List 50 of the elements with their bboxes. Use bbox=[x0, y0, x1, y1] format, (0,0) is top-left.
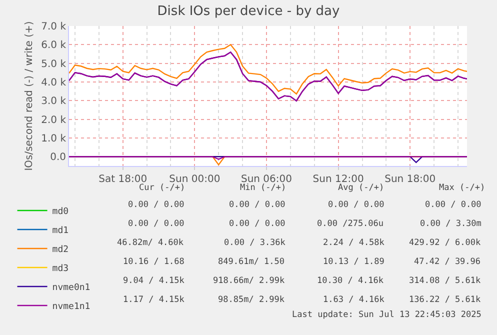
text: 98.85m/ 2.99k bbox=[218, 295, 285, 305]
legend-label: nvme1n1 bbox=[52, 302, 90, 312]
text: Min (-/+) bbox=[240, 183, 286, 193]
text: Cur (-/+) bbox=[139, 183, 186, 193]
y-tick-label: 1.0 k bbox=[41, 134, 66, 144]
text: 47.42 / 39.96 bbox=[414, 257, 481, 267]
text: 10.16 / 1.68 bbox=[123, 257, 184, 267]
text: 1.63 / 4.16k bbox=[323, 295, 384, 305]
text: 0.00 /275.06u bbox=[317, 219, 384, 229]
text: 1.17 / 4.15k bbox=[123, 295, 184, 305]
text: 9.04 / 4.15k bbox=[123, 276, 184, 286]
legend-label: md2 bbox=[52, 245, 69, 256]
text: 46.82m/ 4.60k bbox=[117, 238, 184, 248]
text: 0.00 / 0.00 bbox=[425, 200, 482, 210]
text: 0.00 / 0.00 bbox=[229, 219, 286, 229]
y-tick-label: 0.0 bbox=[50, 152, 66, 164]
text: 429.92 / 6.00k bbox=[409, 238, 481, 248]
legend-label: nvme0n1 bbox=[52, 283, 90, 294]
x-tick-label: Sun 00:00 bbox=[169, 174, 220, 185]
y-tick-label: 4.0 k bbox=[41, 78, 66, 88]
text: 314.08 / 5.61k bbox=[409, 276, 481, 286]
text: 2.24 / 4.58k bbox=[323, 238, 384, 248]
text: 136.22 / 5.61k bbox=[409, 295, 481, 305]
legend-label: md0 bbox=[52, 207, 69, 218]
legend-label: md1 bbox=[52, 226, 69, 236]
chart-title: Disk IOs per device - by day bbox=[157, 4, 340, 20]
text: 0.00 / 3.36k bbox=[224, 238, 286, 248]
text: 849.61m/ 1.50 bbox=[218, 257, 285, 267]
y-tick-label: 2.0 k bbox=[41, 114, 66, 126]
text: Avg (-/+) bbox=[338, 183, 384, 193]
legend-label: md3 bbox=[52, 264, 69, 274]
x-tick-label: Sat 18:00 bbox=[98, 174, 148, 185]
text: Max (-/+) bbox=[439, 183, 486, 193]
text: 10.13 / 1.89 bbox=[323, 257, 384, 267]
x-tick-label: Sun 12:00 bbox=[312, 174, 364, 185]
y-axis-title: IOs/second read (-) / write (+) bbox=[24, 21, 36, 171]
text: 0.00 / 0.00 bbox=[128, 200, 184, 210]
text: 0.00 / 0.00 bbox=[328, 200, 384, 210]
text: Last update: Sun Jul 13 22:45:03 2025 bbox=[292, 310, 482, 320]
x-tick-label: Sun 18:00 bbox=[384, 174, 436, 185]
y-tick-label: 6.0 k bbox=[41, 40, 66, 52]
text: 0.00 / 0.00 bbox=[128, 219, 184, 229]
y-tick-label: 5.0 k bbox=[41, 58, 66, 70]
text: 0.00 / 3.30m bbox=[420, 219, 482, 229]
text: 10.30 / 4.16k bbox=[317, 276, 384, 286]
x-tick-label: Sun 06:00 bbox=[240, 174, 292, 185]
text: 918.66m/ 2.99k bbox=[213, 276, 285, 286]
text: 0.00 / 0.00 bbox=[229, 200, 286, 210]
y-tick-label: 3.0 k bbox=[41, 96, 66, 108]
y-tick-label: 7.0 k bbox=[41, 22, 66, 32]
